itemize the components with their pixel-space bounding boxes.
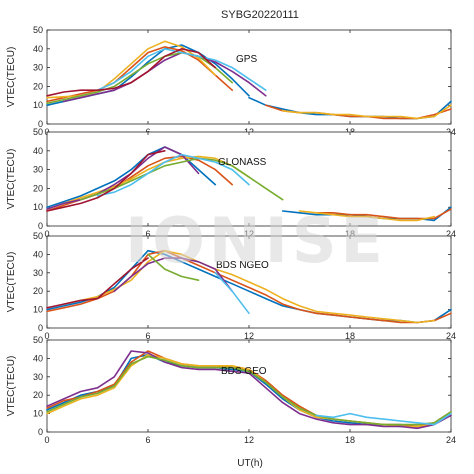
series-line: [46, 146, 200, 210]
y-tick-label: 30: [33, 63, 43, 73]
x-tick-label: 6: [145, 229, 150, 239]
x-tick-label: 12: [244, 229, 254, 239]
x-tick-label: 18: [345, 435, 355, 445]
y-tick-label: 50: [33, 25, 43, 35]
y-tick-label: 50: [33, 127, 43, 137]
y-tick-label: 0: [38, 119, 43, 129]
y-tick-label: 10: [33, 305, 43, 315]
x-axis-label: UT(h): [237, 458, 263, 469]
y-tick-label: 30: [33, 268, 43, 278]
x-tick-label: 0: [44, 229, 49, 239]
x-tick-label: 12: [244, 435, 254, 445]
series-line: [46, 146, 217, 208]
x-tick-label: 0: [44, 435, 49, 445]
chart-title: SYBG20220111: [221, 9, 299, 21]
x-tick-label: 24: [446, 435, 456, 445]
panel-label: GLONASS: [218, 157, 267, 168]
y-tick-label: 0: [38, 323, 43, 333]
panel-bds-geo: 0 10 20 30 40 50 0 6 12 18 24 VTEC(TECU) BDS GEO: [6, 335, 456, 445]
series-line: [46, 46, 233, 103]
y-tick-label: 30: [33, 165, 43, 175]
y-tick-label: 20: [33, 390, 43, 400]
series-line: [298, 210, 436, 222]
series-line: [46, 350, 452, 430]
series-line: [46, 257, 149, 309]
y-tick-label: 40: [33, 44, 43, 54]
y-tick-label: 20: [33, 81, 43, 91]
y-tick-label: 10: [33, 202, 43, 212]
series-line: [46, 47, 217, 97]
y-tick-label: 10: [33, 100, 43, 110]
series-line: [62, 249, 436, 324]
y-tick-label: 40: [33, 353, 43, 363]
panel-label: GPS: [236, 54, 257, 65]
y-axis-label: VTEC(TECU): [6, 252, 17, 313]
y-axis-label: VTEC(TECU): [6, 149, 17, 210]
axes-box: [46, 29, 452, 125]
y-tick-label: 50: [33, 335, 43, 345]
y-tick-label: 40: [33, 146, 43, 156]
y-tick-label: 0: [38, 221, 43, 231]
x-tick-label: 0: [44, 331, 49, 341]
series-line: [46, 150, 166, 212]
x-tick-label: 6: [145, 435, 150, 445]
x-tick-label: 6: [145, 331, 150, 341]
panel-label: BDS GEO: [221, 366, 267, 377]
x-tick-label: 18: [345, 331, 355, 341]
series-line: [96, 47, 267, 91]
x-tick-label: 24: [446, 331, 456, 341]
y-tick-label: 10: [33, 409, 43, 419]
series-line: [46, 355, 452, 426]
y-tick-label: 0: [38, 427, 43, 437]
watermark: IONISE: [125, 204, 387, 277]
y-tick-label: 20: [33, 286, 43, 296]
y-axis-label: VTEC(TECU): [6, 47, 17, 108]
series-line: [46, 51, 233, 105]
series-line: [147, 253, 200, 282]
series-line: [281, 104, 452, 120]
x-tick-label: 12: [244, 331, 254, 341]
y-axis-label: VTEC(TECU): [6, 356, 17, 417]
y-tick-label: 30: [33, 372, 43, 382]
y-tick-label: 40: [33, 249, 43, 259]
series-line: [96, 153, 250, 197]
series-line: [214, 271, 250, 315]
y-tick-label: 20: [33, 183, 43, 193]
x-tick-label: 24: [446, 229, 456, 239]
panel-label: BDS NGEO: [216, 260, 269, 271]
series-line: [62, 51, 267, 103]
series-line: [315, 412, 452, 426]
series-line: [113, 257, 233, 293]
axes-box: [46, 339, 452, 433]
series-line: [62, 155, 250, 205]
y-tick-label: 50: [33, 231, 43, 241]
x-tick-label: 18: [345, 229, 355, 239]
